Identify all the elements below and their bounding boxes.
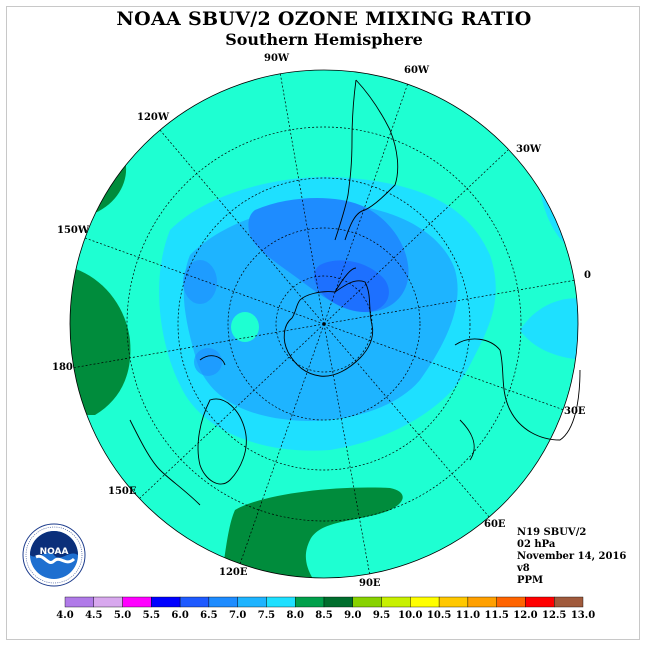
lon-label-120e: 120E <box>219 567 248 578</box>
colorbar-swatch <box>266 596 296 608</box>
field-8-5-south <box>220 487 403 578</box>
lon-label-90w: 90W <box>264 53 290 64</box>
colorbar-swatch <box>151 596 181 608</box>
antarctica-coast <box>283 280 374 377</box>
date-label: November 14, 2016 <box>517 551 627 562</box>
colorbar-swatch <box>179 596 210 608</box>
logo-text: NOAA <box>40 547 69 557</box>
new-zealand-coast <box>129 419 201 506</box>
plot-frame <box>6 6 640 640</box>
colorbar-tick-label: 9.5 <box>373 610 390 621</box>
australia-coast <box>197 398 247 485</box>
lon-label-150w: 150W <box>57 225 90 236</box>
colorbar-tick-label: 7.0 <box>229 610 246 621</box>
colorbar-swatch <box>64 596 94 608</box>
colorbar-swatch <box>438 596 469 608</box>
map-subtitle: Southern Hemisphere <box>225 30 423 49</box>
info-block: N19 SBUV/2 02 hPa November 14, 2016 v8 P… <box>517 527 626 587</box>
lon-label-90e: 90E <box>359 578 381 589</box>
colorbar-swatch <box>525 596 555 608</box>
colorbar-swatch <box>323 596 353 608</box>
lon-label-30e: 30E <box>564 406 586 417</box>
lon-label-60w: 60W <box>404 65 430 76</box>
colorbar-swatch <box>554 596 584 608</box>
satellite-label: N19 SBUV/2 <box>517 527 587 538</box>
colorbar-tick-label: 6.5 <box>200 610 217 621</box>
graticule <box>71 71 577 577</box>
colorbar-tick-label: 11.5 <box>484 610 508 621</box>
map-title: NOAA SBUV/2 OZONE MIXING RATIO <box>116 8 532 30</box>
lon-label-60e: 60E <box>484 519 506 530</box>
field-patch <box>520 298 578 360</box>
colorbar-swatch <box>467 596 497 608</box>
colorbar-tick-label: 5.5 <box>143 610 160 621</box>
units-label: PPM <box>517 575 544 586</box>
longitude-labels: 90W 60W 30W 0 30E 60E 90E 120E 150E 180 … <box>52 53 591 589</box>
colorbar-tick-label: 12.5 <box>542 610 566 621</box>
lon-label-30w: 30W <box>516 144 542 155</box>
map-boundary <box>69 69 579 579</box>
lon-label-180: 180 <box>52 362 73 373</box>
colorbar-tick-label: 10.5 <box>427 610 451 621</box>
noaa-logo: NOAA <box>22 523 86 587</box>
field-8-5-west <box>70 265 131 415</box>
colorbar-tick-label: 11.0 <box>456 610 480 621</box>
colorbar-tick-label: 12.0 <box>513 610 537 621</box>
colorbar-swatch <box>237 596 267 608</box>
colorbar-tick-label: 7.5 <box>258 610 275 621</box>
colorbar-swatch <box>122 596 152 608</box>
lon-label-0: 0 <box>584 270 591 281</box>
colorbar-tick-label: 6.0 <box>171 610 188 621</box>
colorbar-tick-label: 8.0 <box>287 610 304 621</box>
colorbar-tick-label: 5.0 <box>114 610 131 621</box>
pressure-level: 02 hPa <box>517 539 556 550</box>
madagascar-coast <box>459 419 475 461</box>
africa-coast <box>454 338 581 441</box>
antarctic-peninsula <box>334 267 357 293</box>
colorbar-swatch <box>93 596 123 608</box>
colorbar-tick-label: 13.0 <box>571 610 595 621</box>
colorbar-tick-label: 4.5 <box>85 610 102 621</box>
colorbar-swatch <box>381 596 411 608</box>
colorbar: 4.0 4.5 5.0 5.5 6.0 6.5 7.0 7.5 8.0 8.5 9.0 9.5 10.0… <box>56 596 595 621</box>
colorbar-tick-label: 8.5 <box>315 610 332 621</box>
field-patch <box>183 260 217 304</box>
lon-label-120w: 120W <box>137 112 170 123</box>
coastlines <box>129 79 581 506</box>
version-label: v8 <box>517 563 530 574</box>
colorbar-tick-label: 10.0 <box>398 610 422 621</box>
colorbar-swatch <box>410 596 440 608</box>
field-6-0-core <box>314 260 389 312</box>
lon-label-150e: 150E <box>108 486 137 497</box>
colorbar-swatch <box>352 596 382 608</box>
colorbar-swatch <box>208 596 238 608</box>
colorbar-tick-label: 4.0 <box>56 610 73 621</box>
field-patch <box>231 312 259 342</box>
islands-coast <box>199 355 226 366</box>
colorbar-swatch <box>295 596 325 608</box>
colorbar-swatch <box>496 596 526 608</box>
colorbar-tick-label: 9.0 <box>344 610 361 621</box>
field-patch <box>194 348 222 376</box>
south-america-coast <box>334 79 399 241</box>
